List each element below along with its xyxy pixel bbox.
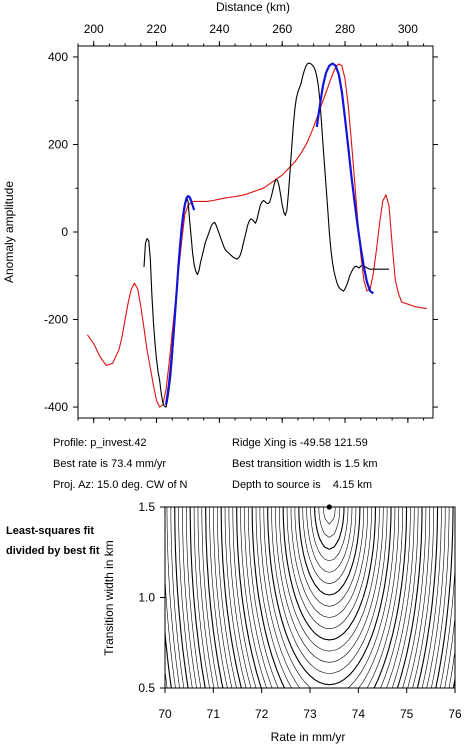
y-tick-label: -400 [44,400,68,414]
y-tick-label: 1.0 [138,591,155,605]
contour-line [294,507,365,607]
contour-line [248,507,411,688]
contour-line [178,507,193,688]
contour-line [232,507,427,688]
fit-series-line [315,62,374,295]
y-tick-label: 200 [48,137,68,151]
y-axis-label: Transition width in km [102,540,116,656]
y-axis-label: Anomaly amplitude [2,181,16,283]
contour-line [220,507,439,688]
contour-line [224,507,434,688]
best-transition-width: Best transition width is 1.5 km [232,458,378,470]
contour-line [186,507,202,688]
contour-line [251,507,408,688]
x-tick-label: 260 [272,22,292,36]
best-fit-marker [326,504,332,510]
model-series-line [86,63,427,408]
contour-line [255,507,403,688]
depth-to-source: Depth to source is 4.15 km [232,479,373,491]
x-tick-label: 72 [255,707,269,721]
x-tick-label: 300 [398,22,418,36]
x-tick-label: 200 [84,22,104,36]
contour-line [213,507,446,688]
x-tick-label: 280 [335,22,355,36]
contour-line [290,507,368,618]
misfit-contour-chart: 70 71 72 73 74 75 76 0.5 1.0 1.5 Rate in mm/yr Tr… [102,500,462,744]
anomaly-profile-chart: Distance (km) Anomaly amplitude 200 220 24… [2,0,438,423]
contour-line [228,507,431,688]
x-tick-label: 220 [147,22,167,36]
contour-frame [164,506,456,689]
contour-line [182,507,197,688]
x-tick-label: 73 [303,707,317,721]
contour-line [279,507,380,652]
y-tick-label: -200 [44,313,68,327]
contour-line [267,507,392,686]
contour-line [282,507,377,641]
contour-line [263,507,396,688]
contour-line [302,507,357,584]
contour-line [275,507,384,663]
x-tick-label: 71 [207,707,221,721]
x-tick-label: 75 [400,707,414,721]
contour-lines [165,507,455,688]
profile-name: Profile: p_invest.42 [53,437,147,449]
y-tick-label: 1.5 [138,500,155,514]
contour-line [240,507,419,688]
fit-series-line [164,195,196,406]
series-group [86,62,427,408]
best-rate: Best rate is 73.4 mm/yr [53,458,167,470]
contour-line [205,507,454,688]
y-tick-label: 400 [48,50,68,64]
contour-line [236,507,423,688]
side-note: Least-squares fit divided by best fit [6,525,100,557]
x-axis-label: Distance (km) [216,0,290,14]
x-tick-label: 76 [448,707,462,721]
ridge-crossing: Ridge Xing is -49.58 121.59 [232,437,368,449]
tick-group: 200 220 240 260 280 300 -400 -200 0 200 400 [44,22,438,423]
x-tick-label: 70 [158,707,172,721]
contour-line [318,507,341,538]
contour-line [310,507,349,562]
y-tick-label: 0 [61,225,68,239]
contour-line [323,507,336,525]
contour-line [259,507,400,688]
contour-line [314,507,345,550]
contour-line [197,507,455,688]
contour-line [244,507,415,688]
contour-line [165,578,176,688]
contour-line [306,507,353,573]
x-axis-label: Rate in mm/yr [271,730,346,744]
contour-line [166,507,180,688]
y-tick-label: 0.5 [138,681,155,695]
contour-line [217,507,442,688]
contour-line [209,507,450,688]
contour-line [286,507,372,629]
x-tick-label: 240 [209,22,229,36]
contour-line [189,507,455,688]
contour-line [271,507,388,674]
contour-line [193,507,455,688]
projection-azimuth: Proj. Az: 15.0 deg. CW of N [53,479,188,491]
plot-frame [77,45,434,419]
contour-line [170,507,185,688]
x-tick-label: 74 [352,707,366,721]
contour-line [201,507,455,688]
contour-line [298,507,361,596]
tick-group: 70 71 72 73 74 75 76 0.5 1.0 1.5 [138,500,462,721]
contour-line [174,507,189,688]
